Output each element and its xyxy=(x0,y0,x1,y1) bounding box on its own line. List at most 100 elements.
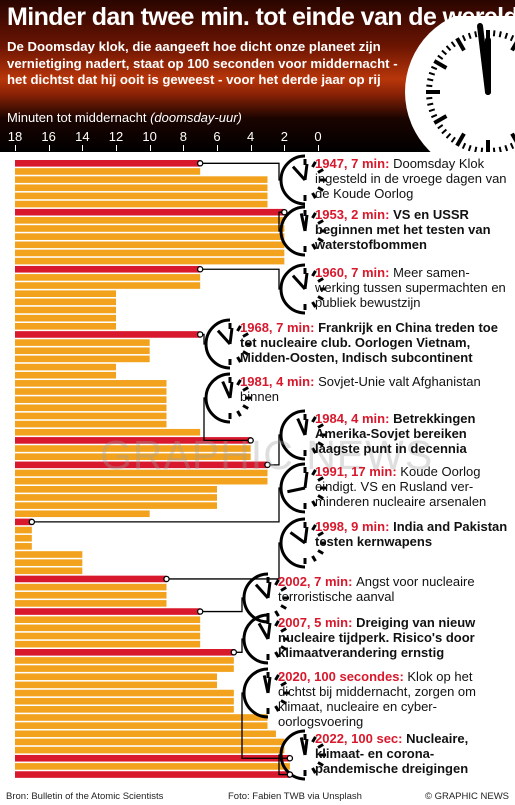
leader-dot-1960 xyxy=(196,266,204,273)
footer: Bron: Bulletin of the Atomic Scientists … xyxy=(0,787,515,805)
bar-1952 xyxy=(15,200,268,208)
bar-2006 xyxy=(15,640,201,648)
event-label-2022: 2022, 100 sec: Nucleaire, klimaat- en co… xyxy=(315,731,469,776)
bar-1966 xyxy=(15,314,116,322)
bar-2014 xyxy=(15,706,234,713)
x-tick-mark xyxy=(217,145,218,151)
bar-1955 xyxy=(15,225,285,232)
leader-dot-1984 xyxy=(264,461,271,469)
bar-1973 xyxy=(15,371,116,379)
bar-2019 xyxy=(15,746,285,754)
header-banner: Minder dan twee min. tot einde van de we… xyxy=(0,0,515,152)
bar-1993 xyxy=(15,534,32,542)
bar-1958 xyxy=(15,249,285,257)
bar-1988 xyxy=(15,494,217,501)
x-tick-mark xyxy=(149,145,151,151)
clock-icon-1947 xyxy=(279,154,326,206)
bar-1980 xyxy=(15,428,201,436)
event-label-2020: 2020, 100 secondes: Klok op het dichtst … xyxy=(278,669,476,729)
x-tick-mark xyxy=(48,145,50,151)
bar-1969 xyxy=(15,339,150,346)
bar-1990 xyxy=(15,510,150,518)
bar-1957 xyxy=(15,241,285,249)
clock-icon-2002 xyxy=(242,572,289,624)
event-label-1953: 1953, 2 min: VS en USSR beginnen met het… xyxy=(315,207,491,252)
bar-1959 xyxy=(15,257,285,265)
x-tick-label: 2 xyxy=(280,129,288,144)
bar-1991 xyxy=(15,518,32,526)
leader-dot-1991 xyxy=(28,518,36,526)
leader-line-1960 xyxy=(200,268,281,290)
leader-dot-1953 xyxy=(281,208,288,216)
x-tick-mark xyxy=(250,145,252,151)
leader-dot-2002 xyxy=(196,608,204,615)
leader-line-1984 xyxy=(267,434,281,466)
bar-2022 xyxy=(15,771,290,778)
x-tick-label: 8 xyxy=(179,129,187,144)
leader-line-2007 xyxy=(233,638,244,653)
clock-icon-1960 xyxy=(279,263,326,315)
bar-1985 xyxy=(15,469,268,477)
bar-2005 xyxy=(15,632,201,640)
bar-1978 xyxy=(15,412,167,420)
event-label-2007: 2007, 5 min: Dreiging van nieuw nucleair… xyxy=(278,615,476,660)
bar-1995 xyxy=(15,551,83,558)
x-tick-label: 0 xyxy=(314,129,322,144)
bar-2018 xyxy=(15,738,285,746)
event-label-1991: 1991, 17 min: Koude Oorlog eindigt. VS e… xyxy=(315,464,487,509)
x-tick-label: 12 xyxy=(108,129,124,144)
x-tick-mark xyxy=(15,145,16,151)
bar-1951 xyxy=(15,192,268,200)
leader-dot-2020 xyxy=(286,755,294,762)
bar-2004 xyxy=(15,624,201,632)
bar-1999 xyxy=(15,583,167,591)
bar-2001 xyxy=(15,600,167,607)
x-tick-mark xyxy=(116,145,117,151)
event-label-1947: 1947, 7 min: Doomsday Klok ingesteld in … xyxy=(315,156,507,201)
x-tick-label: 14 xyxy=(75,129,90,144)
bar-1967 xyxy=(15,323,116,330)
bar-1979 xyxy=(15,420,167,428)
bar-2017 xyxy=(15,730,276,738)
bar-chart xyxy=(15,154,326,781)
bar-1974 xyxy=(15,380,167,387)
bar-1971 xyxy=(15,355,150,363)
leader-line-2020 xyxy=(241,692,290,759)
leader-dot-1968 xyxy=(196,331,204,338)
clock-icon-2020 xyxy=(242,667,289,719)
bar-1986 xyxy=(15,477,268,485)
bar-1977 xyxy=(15,404,167,412)
bar-1965 xyxy=(15,306,116,314)
clock-icon-1984 xyxy=(279,409,326,461)
clock-icon-1968 xyxy=(204,318,251,370)
bar-1961 xyxy=(15,274,201,281)
x-axis: 18 16 14 12 10 8 6 4 2 0 xyxy=(0,129,340,151)
bar-1984 xyxy=(15,461,268,469)
event-label-2002: 2002, 7 min: Angst voor nucleaire terror… xyxy=(278,574,475,604)
bar-1972 xyxy=(15,363,116,371)
bar-1953 xyxy=(15,208,285,216)
doomsday-clock-icon xyxy=(405,16,515,152)
event-label-1968: 1968, 7 min: Frankrijk en China treden t… xyxy=(240,320,498,365)
bar-2009 xyxy=(15,665,234,672)
bar-2000 xyxy=(15,591,167,599)
clock-icon-2022 xyxy=(279,729,326,781)
bar-2016 xyxy=(15,722,268,729)
event-label-1998: 1998, 9 min: India and Pakistan testen k… xyxy=(315,519,508,549)
bar-1968 xyxy=(15,331,201,338)
bar-1989 xyxy=(15,502,217,509)
page-title: Minder dan twee min. tot einde van de we… xyxy=(7,3,515,31)
watermark: GRAPHIC NEWS xyxy=(100,432,434,478)
copyright: © GRAPHIC NEWS xyxy=(424,791,509,802)
bar-1982 xyxy=(15,445,251,452)
leader-line-2002 xyxy=(200,597,244,613)
bar-1983 xyxy=(15,453,251,460)
bar-2003 xyxy=(15,616,201,623)
leader-dot-2022 xyxy=(286,771,294,778)
photo-credit: Foto: Fabien TWB via Unsplash xyxy=(228,791,362,802)
bar-1949 xyxy=(15,176,268,183)
x-tick-label: 16 xyxy=(41,129,56,144)
bar-1998 xyxy=(15,575,167,583)
bar-1948 xyxy=(15,168,201,175)
leader-dot-2007 xyxy=(230,649,238,656)
